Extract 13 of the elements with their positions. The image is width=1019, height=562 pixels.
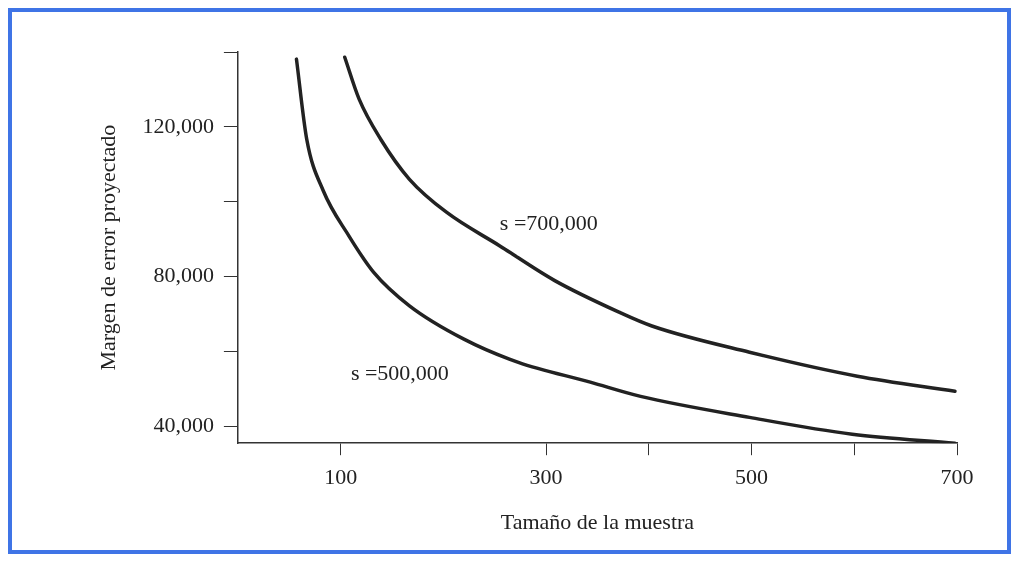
x-tick-label: 100 bbox=[324, 464, 358, 490]
x-axis-title: Tamaño de la muestra bbox=[500, 508, 695, 534]
y-tick-label: 80,000 bbox=[153, 262, 214, 288]
series-label: s =700,000 bbox=[499, 209, 598, 235]
x-tick-label: 300 bbox=[529, 464, 563, 490]
line-series bbox=[294, 57, 957, 444]
series-label: s =500,000 bbox=[350, 359, 449, 385]
y-axis-title: Margen de error proyectado bbox=[94, 124, 120, 371]
y-tick-label: 120,000 bbox=[142, 112, 214, 138]
x-tick-label: 700 bbox=[940, 464, 974, 490]
line-series bbox=[342, 55, 957, 393]
y-tick-label: 40,000 bbox=[153, 412, 214, 438]
x-tick-label: 500 bbox=[735, 464, 769, 490]
